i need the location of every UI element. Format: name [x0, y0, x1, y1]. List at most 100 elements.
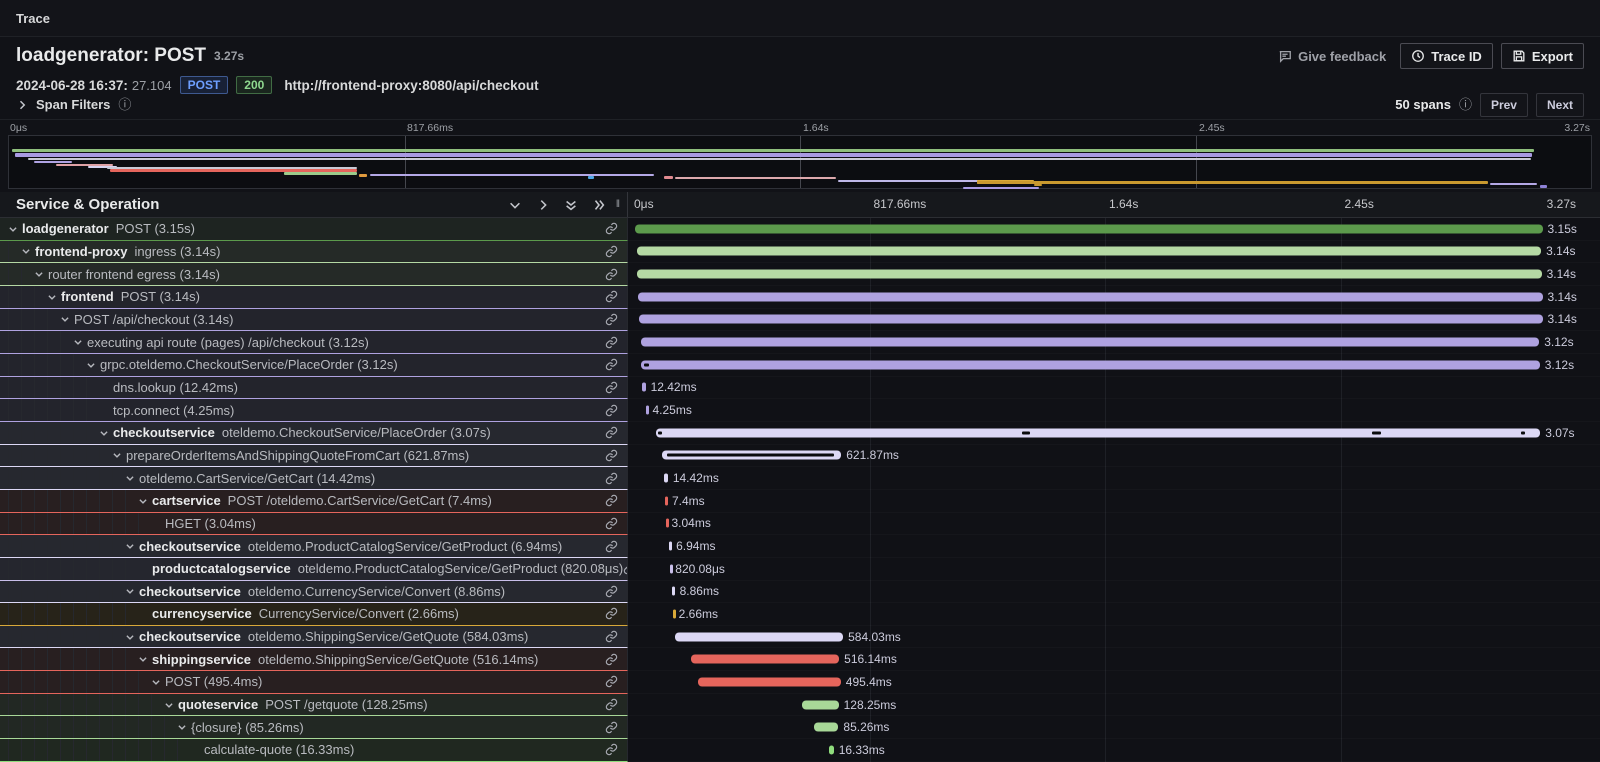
span-row[interactable]: {closure} (85.26ms) 85.26ms	[0, 716, 1600, 740]
span-duration-bar[interactable]	[636, 246, 1542, 256]
chevron-down-icon[interactable]	[112, 450, 126, 460]
span-link-icon[interactable]	[605, 494, 627, 507]
span-row[interactable]: checkoutservice oteldemo.CurrencyService/…	[0, 580, 1600, 604]
span-row[interactable]: HGET (3.04ms) 3.04ms	[0, 512, 1600, 536]
chevron-down-icon[interactable]	[34, 269, 48, 279]
span-row[interactable]: oteldemo.CartService/GetCart (14.42ms) 14…	[0, 467, 1600, 490]
span-row[interactable]: executing api route (pages) /api/checkou…	[0, 331, 1600, 354]
span-link-icon[interactable]	[605, 653, 627, 666]
span-link-icon[interactable]	[605, 358, 627, 371]
export-button[interactable]: Export	[1500, 43, 1584, 69]
span-duration-bar[interactable]	[813, 722, 839, 732]
span-duration-bar[interactable]	[698, 677, 841, 687]
span-link-icon[interactable]	[605, 268, 627, 281]
next-button[interactable]: Next	[1535, 92, 1584, 117]
span-duration-bar[interactable]	[646, 405, 650, 415]
span-duration-bar[interactable]	[690, 654, 840, 664]
span-link-icon[interactable]	[623, 562, 627, 575]
chevron-down-icon[interactable]	[8, 224, 22, 234]
span-link-icon[interactable]	[605, 743, 627, 756]
span-row[interactable]: shippingservice oteldemo.ShippingService/…	[0, 648, 1600, 672]
span-duration-bar[interactable]	[655, 428, 1541, 438]
minimap-canvas[interactable]	[8, 135, 1592, 189]
chevron-down-icon[interactable]	[138, 496, 152, 506]
span-link-icon[interactable]	[605, 290, 627, 303]
chevron-down-icon[interactable]	[125, 586, 139, 596]
span-row[interactable]: cartservice POST /oteldemo.CartService/Ge…	[0, 489, 1600, 513]
expand-all-icon[interactable]	[592, 198, 606, 212]
span-link-icon[interactable]	[605, 336, 627, 349]
span-link-icon[interactable]	[605, 472, 627, 485]
chevron-down-icon[interactable]	[125, 541, 139, 551]
chevron-down-icon[interactable]	[177, 722, 191, 732]
collapse-one-icon[interactable]	[508, 198, 522, 212]
chevron-down-icon[interactable]	[47, 292, 61, 302]
span-filters-label[interactable]: Span Filters	[36, 97, 111, 112]
span-row[interactable]: prepareOrderItemsAndShippingQuoteFromCar…	[0, 444, 1600, 468]
span-row[interactable]: checkoutservice oteldemo.ProductCatalogSe…	[0, 535, 1600, 558]
trace-minimap[interactable]: 0μs 817.66ms 1.64s 2.45s 3.27s	[0, 120, 1600, 192]
span-duration-bar[interactable]	[672, 609, 676, 619]
span-link-icon[interactable]	[605, 404, 627, 417]
column-resizer-handle[interactable]: ‖	[615, 199, 621, 210]
span-row[interactable]: productcatalogservice oteldemo.ProductCat…	[0, 557, 1600, 581]
span-count-info-icon[interactable]: ⓘ	[1458, 97, 1472, 112]
span-duration-bar[interactable]	[669, 564, 673, 574]
chevron-down-icon[interactable]	[125, 632, 139, 642]
span-row[interactable]: checkoutservice oteldemo.ShippingService/…	[0, 625, 1600, 649]
span-link-icon[interactable]	[605, 517, 627, 530]
span-duration-bar[interactable]	[663, 473, 668, 483]
span-row[interactable]: quoteservice POST /getquote (128.25ms) 128…	[0, 693, 1600, 717]
span-link-icon[interactable]	[605, 630, 627, 643]
span-duration-bar[interactable]	[640, 337, 1540, 347]
span-duration-bar[interactable]	[638, 292, 1543, 302]
span-link-icon[interactable]	[605, 721, 627, 734]
chevron-down-icon[interactable]	[164, 700, 178, 710]
trace-id-button[interactable]: Trace ID	[1400, 43, 1493, 69]
prev-button[interactable]: Prev	[1479, 92, 1528, 117]
chevron-down-icon[interactable]	[86, 360, 100, 370]
span-duration-bar[interactable]	[828, 745, 834, 755]
span-link-icon[interactable]	[605, 585, 627, 598]
chevron-down-icon[interactable]	[138, 654, 152, 664]
info-icon[interactable]: ⓘ	[118, 97, 132, 112]
span-duration-bar[interactable]	[801, 700, 839, 710]
collapse-all-icon[interactable]	[564, 198, 578, 212]
span-duration-bar[interactable]	[641, 360, 1540, 370]
span-link-icon[interactable]	[605, 675, 627, 688]
chevron-down-icon[interactable]	[125, 473, 139, 483]
span-link-icon[interactable]	[605, 698, 627, 711]
chevron-down-icon[interactable]	[21, 246, 35, 256]
span-row[interactable]: grpc.oteldemo.CheckoutService/PlaceOrder…	[0, 353, 1600, 377]
span-row[interactable]: currencyservice CurrencyService/Convert (…	[0, 603, 1600, 626]
span-row[interactable]: calculate-quote (16.33ms) 16.33ms	[0, 739, 1600, 762]
span-link-icon[interactable]	[605, 381, 627, 394]
span-duration-bar[interactable]	[664, 496, 668, 506]
chevron-right-icon[interactable]	[16, 99, 28, 111]
span-row[interactable]: checkoutservice oteldemo.CheckoutService/…	[0, 421, 1600, 445]
span-row[interactable]: router frontend egress (3.14s) 3.14s	[0, 263, 1600, 286]
span-row[interactable]: POST (495.4ms) 495.4ms	[0, 671, 1600, 694]
span-link-icon[interactable]	[605, 426, 627, 439]
chevron-down-icon[interactable]	[73, 337, 87, 347]
span-link-icon[interactable]	[605, 540, 627, 553]
span-duration-bar[interactable]	[638, 314, 1543, 324]
span-row[interactable]: POST /api/checkout (3.14s) 3.14s	[0, 308, 1600, 332]
span-row[interactable]: dns.lookup (12.42ms) 12.42ms	[0, 376, 1600, 400]
span-row[interactable]: loadgenerator POST (3.15s) 3.15s	[0, 218, 1600, 241]
span-link-icon[interactable]	[605, 245, 627, 258]
span-duration-bar[interactable]	[637, 269, 1542, 279]
span-duration-bar[interactable]	[642, 382, 646, 392]
chevron-down-icon[interactable]	[60, 314, 74, 324]
give-feedback-link[interactable]: Give feedback	[1278, 49, 1386, 64]
span-row[interactable]: frontend-proxy ingress (3.14s) 3.14s	[0, 240, 1600, 264]
span-duration-bar[interactable]	[674, 632, 844, 642]
span-link-icon[interactable]	[605, 449, 627, 462]
span-row[interactable]: frontend POST (3.14s) 3.14s	[0, 285, 1600, 309]
chevron-down-icon[interactable]	[99, 428, 113, 438]
span-link-icon[interactable]	[605, 313, 627, 326]
span-link-icon[interactable]	[605, 607, 627, 620]
span-duration-bar[interactable]	[669, 541, 673, 551]
expand-one-icon[interactable]	[536, 198, 550, 212]
chevron-down-icon[interactable]	[151, 677, 165, 687]
